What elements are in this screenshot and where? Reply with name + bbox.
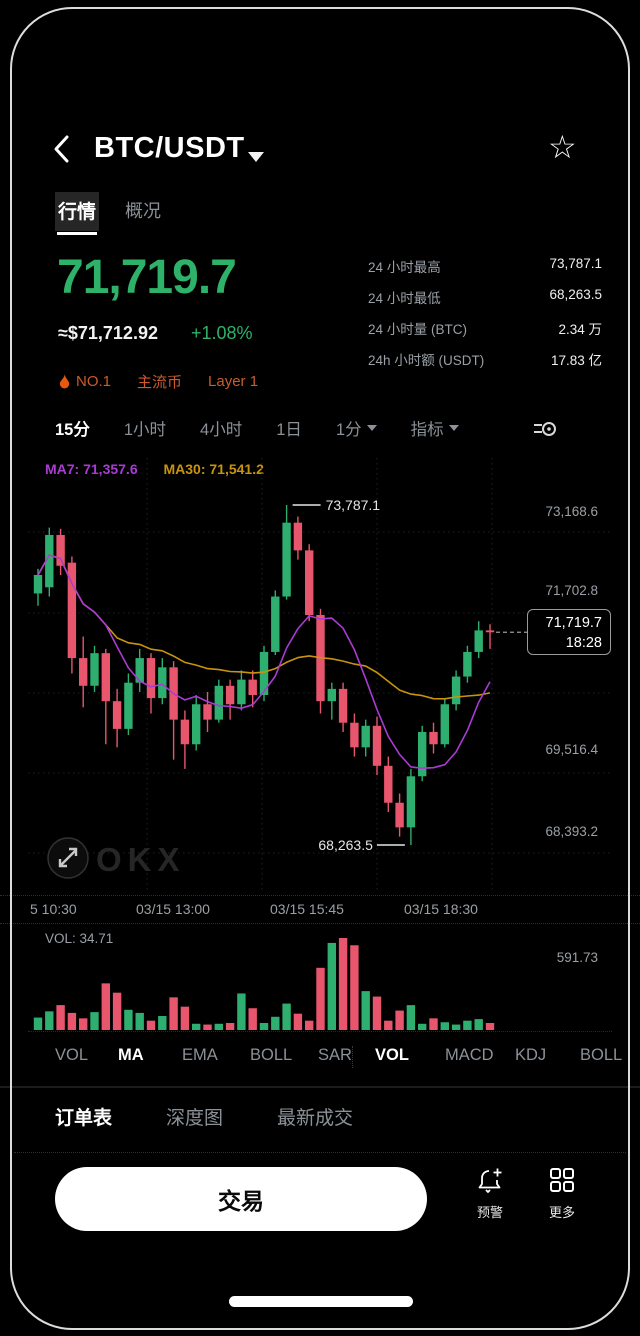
x-axis-label: 03/15 18:30 <box>404 901 478 917</box>
last-price: 71,719.7 <box>57 251 237 304</box>
sub-indicator-tab-boll[interactable]: BOLL <box>580 1046 623 1064</box>
flame-icon <box>59 373 70 388</box>
okx-watermark: OKX <box>96 841 186 878</box>
indicator-tab-vol[interactable]: VOL <box>55 1046 89 1064</box>
y-axis-label: 69,516.4 <box>545 742 598 757</box>
volume-baseline <box>28 1031 612 1032</box>
grid-icon <box>550 1168 574 1192</box>
last-price-box: 71,719.7 18:28 <box>527 609 611 656</box>
trade-button[interactable]: 交易 <box>55 1167 427 1231</box>
last-price-box-time: 18:28 <box>565 635 602 652</box>
timeframe-1m-dropdown[interactable]: 1分 <box>336 416 377 440</box>
badge-row: NO.1 主流币 Layer 1 <box>58 371 258 392</box>
tab-quotes[interactable]: 行情 <box>55 192 100 235</box>
stat-label: 24 小时最高 <box>368 260 441 275</box>
chevron-down-icon <box>448 425 459 431</box>
svg-text:68,263.5: 68,263.5 <box>318 837 373 853</box>
back-icon[interactable] <box>50 133 72 165</box>
section-divider <box>0 1086 640 1088</box>
timeframe-1h[interactable]: 1小时 <box>123 421 167 439</box>
stat-label: 24 小时最低 <box>368 291 441 306</box>
fiat-price-row: ≈$71,712.92 +1.08% <box>58 323 253 344</box>
timeframe-4h[interactable]: 4小时 <box>200 421 243 439</box>
timeframe-1d[interactable]: 1日 <box>276 421 302 439</box>
badge-rank[interactable]: NO.1 <box>58 373 111 390</box>
last-price-box-value: 71,719.7 <box>545 615 602 632</box>
indicator-tab-boll[interactable]: BOLL <box>250 1046 293 1064</box>
order-tab-row: 订单表 深度图 最新成交 <box>55 1103 353 1130</box>
stat-value: 2.34 万 <box>558 322 602 337</box>
change-percent: +1.08% <box>190 323 253 343</box>
bell-plus-icon <box>478 1168 502 1194</box>
stats-24h: 24 小时最高 73,787.1 24 小时最低 68,263.5 24 小时量 (BT… <box>368 256 602 380</box>
chevron-down-icon <box>366 425 377 431</box>
home-indicator[interactable] <box>229 1296 413 1307</box>
indicator-tab-row: VOL MA EMA BOLL SAR VOL MACD KDJ BOLL <box>0 1042 640 1076</box>
x-axis-label: 03/15 13:00 <box>136 901 210 917</box>
chart-settings-icon[interactable] <box>531 416 557 442</box>
indicator-tab-ema[interactable]: EMA <box>182 1046 218 1064</box>
ma7-label: MA7: 71,357.6 <box>45 461 138 477</box>
stat-row: 24h 小时额 (USDT) 17.83 亿 <box>368 349 602 369</box>
volume-label: VOL: 34.71 <box>45 931 114 946</box>
stat-value: 68,263.5 <box>549 287 602 302</box>
x-axis-label: 03/15 15:45 <box>270 901 344 917</box>
pair-dropdown-icon[interactable] <box>248 152 264 162</box>
badge-mainstream[interactable]: 主流币 <box>137 374 183 391</box>
favorite-star-icon[interactable]: ☆ <box>548 129 577 165</box>
alert-button[interactable]: 预警 <box>462 1166 518 1221</box>
x-axis: 5 10:30 03/15 13:00 03/15 15:45 03/15 18:30 <box>0 895 640 924</box>
stat-value: 17.83 亿 <box>550 353 602 368</box>
indicator-tab-ma[interactable]: MA <box>118 1046 144 1064</box>
more-button[interactable]: 更多 <box>534 1166 590 1221</box>
stat-label: 24h 小时额 (USDT) <box>368 353 485 368</box>
ma30-label: MA30: 71,541.2 <box>163 461 264 477</box>
more-label: 更多 <box>548 1205 575 1220</box>
fiat-price: ≈$71,712.92 <box>58 323 158 343</box>
indicator-tab-sar[interactable]: SAR <box>318 1046 352 1064</box>
timeframe-15m[interactable]: 15分 <box>55 421 90 439</box>
y-axis-label: 73,168.6 <box>545 504 598 519</box>
page-title[interactable]: BTC/USDT <box>94 132 245 164</box>
tab-depth[interactable]: 深度图 <box>166 1108 224 1129</box>
indicator-dropdown[interactable]: 指标 <box>411 416 459 440</box>
tab-overview[interactable]: 概况 <box>125 201 161 221</box>
sub-indicator-tab-kdj[interactable]: KDJ <box>515 1046 547 1064</box>
y-axis-label: 68,393.2 <box>545 824 598 839</box>
tab-latest-trades[interactable]: 最新成交 <box>277 1108 354 1129</box>
tab-orderbook[interactable]: 订单表 <box>55 1108 113 1129</box>
stat-value: 73,787.1 <box>549 256 602 271</box>
alert-label: 预警 <box>476 1205 503 1220</box>
badge-layer1[interactable]: Layer 1 <box>208 373 259 390</box>
sub-indicator-tab-vol[interactable]: VOL <box>375 1046 409 1064</box>
order-separator <box>14 1152 626 1153</box>
timeframe-row: 15分 1小时 4小时 1日 1分 指标 <box>55 416 595 440</box>
stat-row: 24 小时量 (BTC) 2.34 万 <box>368 318 602 338</box>
stat-row: 24 小时最低 68,263.5 <box>368 287 602 307</box>
y-axis-label: 71,702.8 <box>545 583 598 598</box>
fullscreen-expand-icon[interactable] <box>46 836 90 880</box>
ma-legend: MA7: 71,357.6 MA30: 71,541.2 <box>45 461 264 477</box>
stat-label: 24 小时量 (BTC) <box>368 322 468 337</box>
svg-text:73,787.1: 73,787.1 <box>326 497 381 513</box>
indicator-divider <box>352 1046 353 1068</box>
sub-indicator-tab-macd[interactable]: MACD <box>445 1046 494 1064</box>
x-axis-label: 5 10:30 <box>30 901 77 917</box>
stat-row: 24 小时最高 73,787.1 <box>368 256 602 276</box>
volume-axis-max: 591.73 <box>556 950 598 965</box>
